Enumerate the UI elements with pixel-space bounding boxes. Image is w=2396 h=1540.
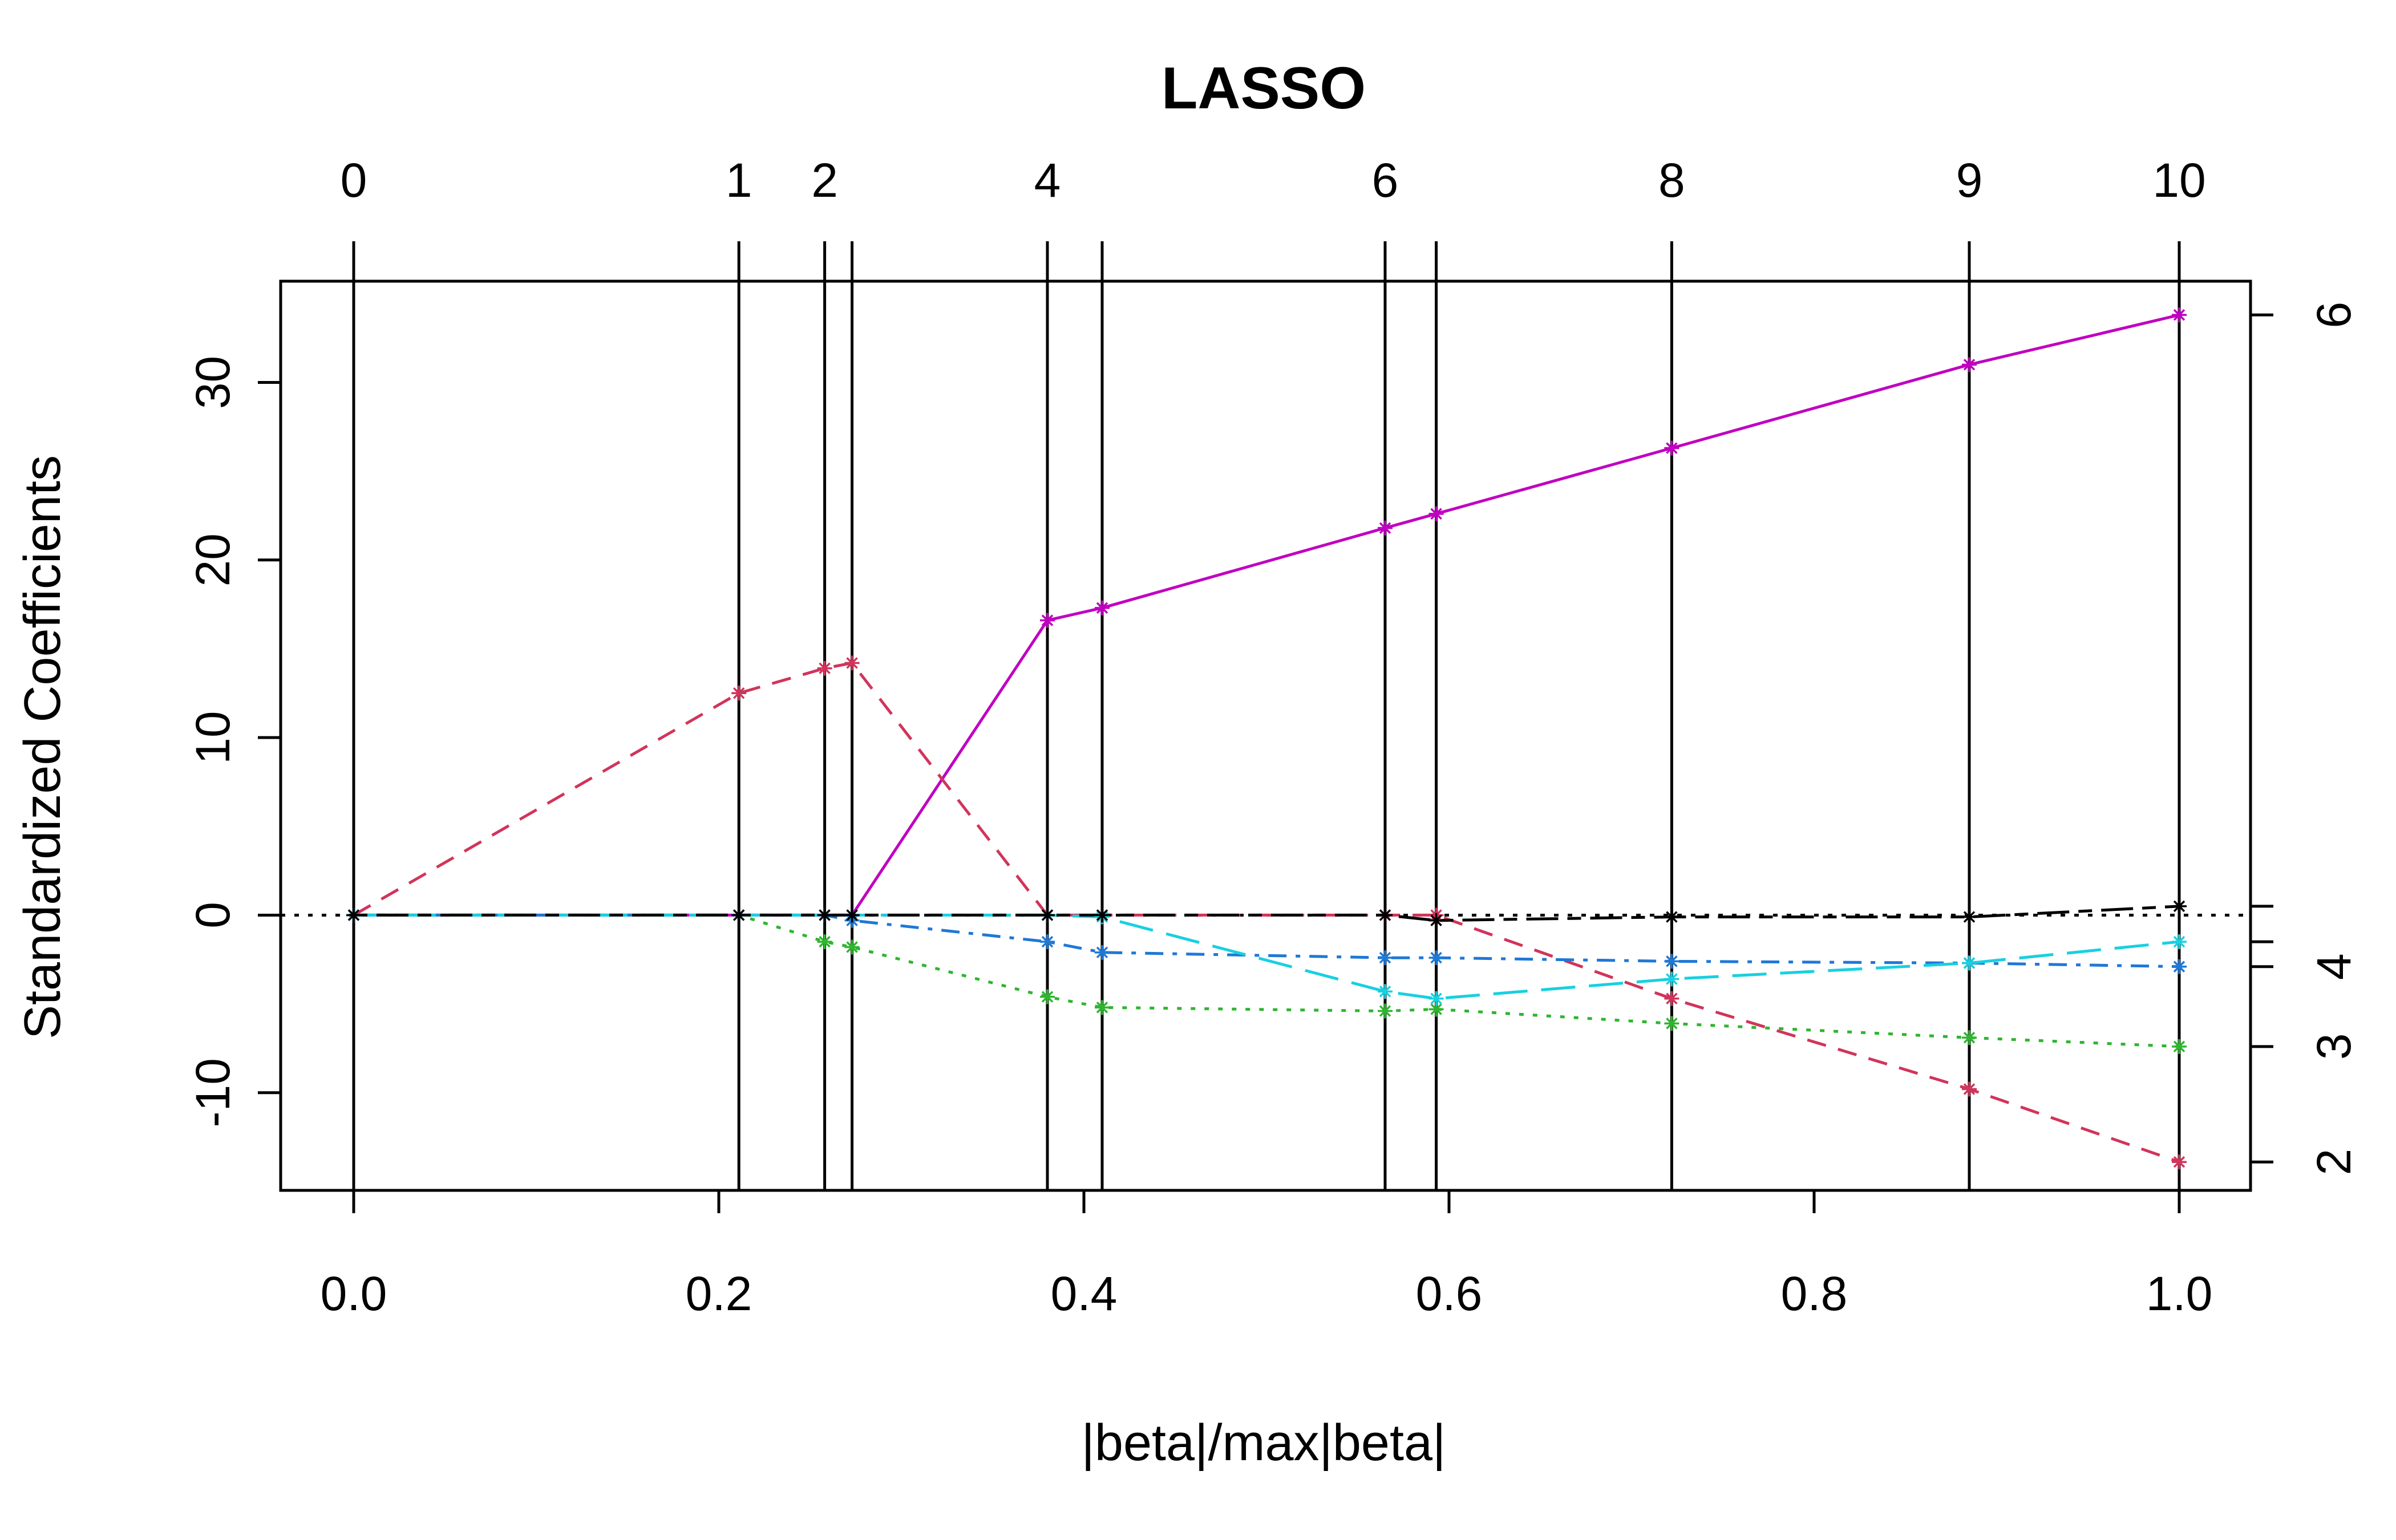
point-5-8 (1664, 971, 1679, 987)
point-4-5 (1095, 945, 1110, 960)
point-6-8 (1664, 440, 1679, 456)
series-line-5 (354, 913, 2180, 1000)
point-4-6 (1378, 950, 1393, 966)
point-3-7 (1428, 1002, 1444, 1017)
point-3-2 (817, 934, 832, 950)
top-step-label-7: 10 (2152, 153, 2205, 207)
point-5-6 (1378, 984, 1393, 999)
top-step-label-5: 8 (1658, 153, 1685, 207)
point-6-4 (1040, 613, 1055, 628)
point-3-10 (2172, 1039, 2187, 1054)
point-1-9 (1962, 909, 1977, 925)
series-line-2 (353, 661, 2180, 1164)
point-4-8 (1664, 954, 1679, 969)
point-2-1 (731, 686, 747, 701)
point-1-5 (1095, 907, 1110, 923)
point-3-6 (1378, 1003, 1393, 1019)
y-axis-title: Standardized Coefficients (14, 455, 71, 1039)
y-tick-label-3: 20 (186, 533, 240, 586)
point-4-7 (1428, 950, 1444, 966)
top-step-label-6: 9 (1956, 153, 1983, 207)
point-1-6 (1378, 907, 1393, 923)
point-3-4 (1040, 989, 1055, 1004)
y-tick-label-4: 30 (186, 356, 240, 409)
right-tick-label-2: 2 (2307, 1149, 2361, 1176)
point-6-5 (1095, 600, 1110, 615)
point-1-2 (817, 907, 832, 923)
point-2-10 (2172, 1154, 2187, 1170)
point-1-7 (1428, 913, 1444, 928)
point-2-9 (1962, 1081, 1977, 1097)
point-1-0 (346, 907, 361, 923)
point-5-9 (1962, 955, 1977, 971)
x-tick-label-2: 0.4 (1051, 1267, 1118, 1320)
point-6-6 (1378, 520, 1393, 536)
plot-frame (279, 279, 2252, 1192)
point-3-3 (844, 939, 860, 955)
top-step-label-3: 4 (1034, 153, 1061, 207)
x-tick-label-1: 0.2 (686, 1267, 752, 1320)
x-tick-label-3: 0.6 (1416, 1267, 1483, 1320)
point-5-10 (2172, 934, 2187, 950)
point-4-4 (1040, 934, 1055, 950)
point-3-9 (1962, 1030, 1977, 1045)
point-3-8 (1664, 1016, 1679, 1031)
point-6-10 (2172, 307, 2187, 323)
series-line-1 (354, 905, 2180, 922)
x-tick-label-0: 0.0 (321, 1267, 387, 1320)
y-tick-label-0: -10 (186, 1058, 240, 1127)
x-tick-label-4: 0.8 (1781, 1267, 1848, 1320)
point-2-2 (817, 660, 832, 676)
point-2-8 (1664, 991, 1679, 1006)
point-1-3 (844, 907, 860, 923)
right-tick-label-3: 3 (2307, 1033, 2361, 1060)
y-tick-label-1: 0 (186, 902, 240, 929)
series-line-3 (354, 913, 2180, 1048)
plot-area: 0.0 0.2 0.4 0.6 0.8 1.0 -10 0 10 20 30 0 1 2 4 6 8 9 10 2 3 4… (186, 153, 2361, 1320)
point-1-10 (2172, 898, 2187, 914)
x-axis-title: |beta|/max|beta| (1082, 1415, 1446, 1472)
point-1-1 (731, 907, 747, 923)
right-tick-label-6: 6 (2307, 302, 2361, 329)
series-line-6 (354, 313, 2180, 917)
top-step-label-1: 1 (726, 153, 752, 207)
top-step-label-2: 2 (811, 153, 838, 207)
point-6-9 (1962, 357, 1977, 372)
chart-title: LASSO (1161, 55, 1366, 121)
top-step-label-0: 0 (341, 153, 367, 207)
right-tick-label-4: 4 (2307, 953, 2361, 980)
x-tick-label-5: 1.0 (2146, 1267, 2213, 1320)
point-5-7 (1428, 991, 1444, 1006)
point-1-8 (1664, 909, 1679, 925)
point-4-10 (2172, 959, 2187, 974)
point-2-3 (844, 655, 860, 671)
point-1-4 (1040, 907, 1055, 923)
y-tick-label-2: 10 (186, 711, 240, 764)
point-3-5 (1095, 1000, 1110, 1015)
point-6-7 (1428, 506, 1444, 521)
top-step-label-4: 6 (1372, 153, 1399, 207)
